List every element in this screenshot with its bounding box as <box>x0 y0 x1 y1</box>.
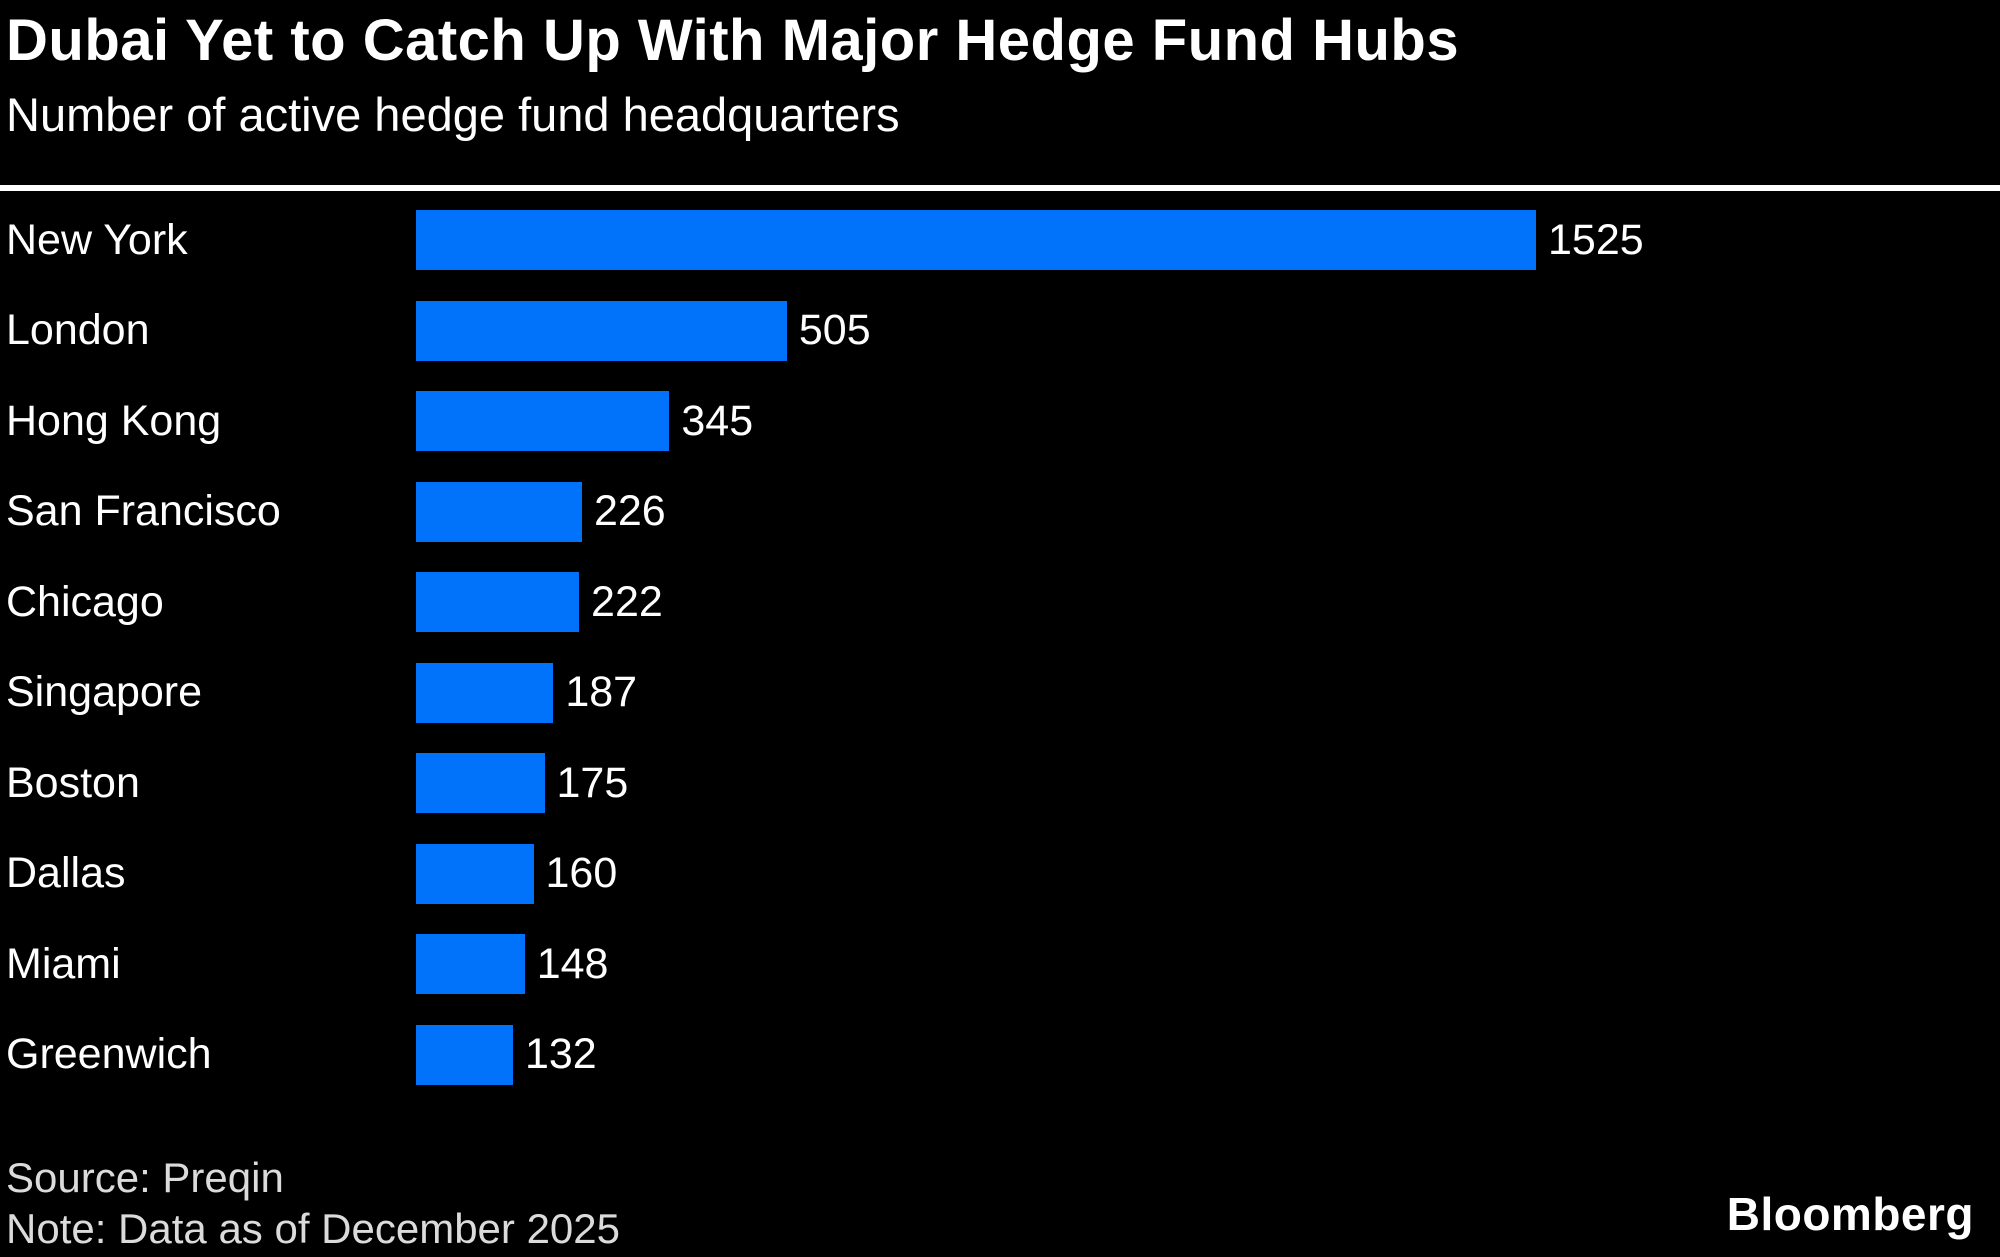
chart-title: Dubai Yet to Catch Up With Major Hedge F… <box>6 8 1460 73</box>
category-label: Miami <box>6 939 121 988</box>
bar-track: 160 <box>416 843 2000 904</box>
bar <box>416 1024 513 1085</box>
chart-subtitle: Number of active hedge fund headquarters <box>6 87 900 141</box>
value-label: 345 <box>681 396 754 445</box>
category-label: Chicago <box>6 577 164 626</box>
chart-row: Hong Kong 345 <box>0 376 2000 467</box>
chart-row: Miami 148 <box>0 919 2000 1010</box>
bar-track: 345 <box>416 391 2000 452</box>
category-label: Greenwich <box>6 1030 212 1079</box>
chart-header: Dubai Yet to Catch Up With Major Hedge F… <box>0 0 2000 185</box>
bar-track: 187 <box>416 662 2000 723</box>
category-label: New York <box>6 215 188 264</box>
header-divider <box>0 185 2000 191</box>
bar-track: 1525 <box>416 210 2000 271</box>
value-label: 148 <box>536 939 609 988</box>
bar <box>416 572 580 633</box>
bar <box>416 843 534 904</box>
category-label: San Francisco <box>6 487 281 536</box>
bar-track: 175 <box>416 753 2000 814</box>
chart-footer: Source: Preqin Note: Data as of December… <box>6 1152 620 1254</box>
value-label: 175 <box>556 758 629 807</box>
bar <box>416 391 670 452</box>
chart-row: London 505 <box>0 286 2000 377</box>
source-note: Source: Preqin <box>6 1154 284 1201</box>
bar <box>416 662 554 723</box>
bloomberg-logo: Bloomberg <box>1726 1188 1974 1240</box>
category-label: London <box>6 306 150 355</box>
value-label: 132 <box>524 1030 597 1079</box>
value-label: 222 <box>591 577 663 626</box>
bar <box>416 753 545 814</box>
chart-row: Dallas 160 <box>0 829 2000 920</box>
bar-track: 222 <box>416 572 2000 633</box>
bar-chart: New York 1525 London 505 Hong Kong 345 San Fra… <box>0 195 2000 1100</box>
bar <box>416 300 787 361</box>
value-label: 505 <box>798 306 871 355</box>
category-label: Singapore <box>6 668 203 717</box>
category-label: Boston <box>6 758 140 807</box>
chart-row: Greenwich 132 <box>0 1010 2000 1101</box>
bar-track: 132 <box>416 1024 2000 1085</box>
bar-track: 505 <box>416 300 2000 361</box>
value-label: 187 <box>565 668 638 717</box>
bar <box>416 934 525 995</box>
data-note: Note: Data as of December 2025 <box>6 1205 621 1252</box>
bar <box>416 481 582 542</box>
chart-row: Boston 175 <box>0 738 2000 829</box>
chart-row: Chicago 222 <box>0 557 2000 648</box>
chart-row: New York 1525 <box>0 195 2000 286</box>
chart-row: San Francisco 226 <box>0 467 2000 558</box>
bar-track: 148 <box>416 934 2000 995</box>
bar <box>416 210 1536 271</box>
bar-track: 226 <box>416 481 2000 542</box>
value-label: 160 <box>545 849 618 898</box>
category-label: Dallas <box>6 849 126 898</box>
value-label: 226 <box>593 487 666 536</box>
value-label: 1525 <box>1548 215 1644 264</box>
category-label: Hong Kong <box>6 396 222 445</box>
chart-row: Singapore 187 <box>0 648 2000 739</box>
